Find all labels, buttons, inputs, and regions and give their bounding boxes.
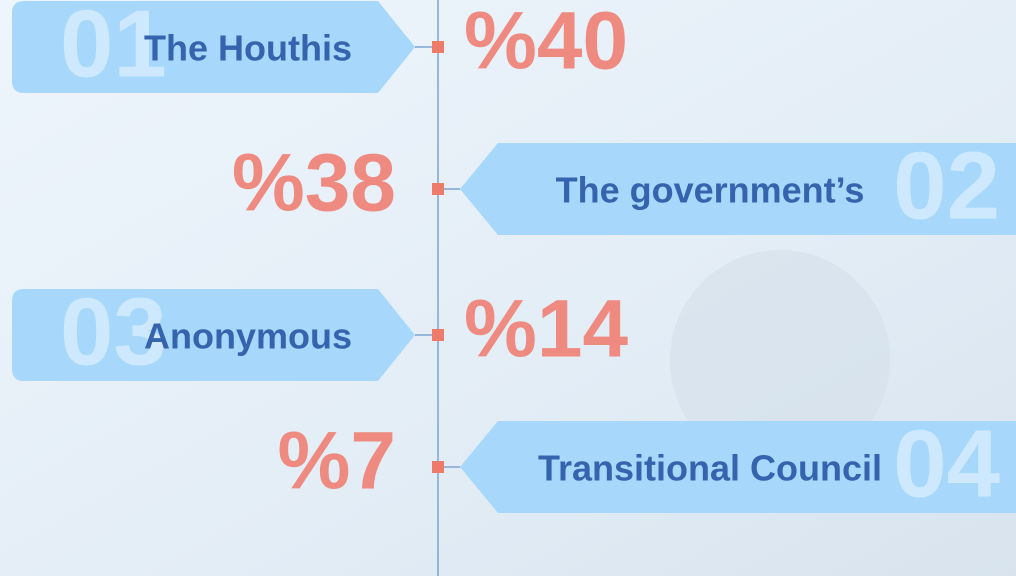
background-figure <box>670 250 890 470</box>
node <box>432 41 444 53</box>
tag-name: Transitional Council <box>538 448 882 489</box>
tag-name: The government’s <box>556 170 865 211</box>
tag <box>460 421 1016 513</box>
tag-name: Anonymous <box>144 316 352 357</box>
tag-index: 02 <box>893 132 1000 239</box>
percent: %14 <box>464 284 629 375</box>
tag <box>12 289 415 381</box>
percent: %40 <box>464 0 628 87</box>
node <box>432 461 444 473</box>
tag <box>460 143 1016 235</box>
tag-index: 01 <box>60 0 167 97</box>
node <box>432 329 444 341</box>
node <box>432 183 444 195</box>
percent: %7 <box>277 416 396 507</box>
percent: %38 <box>232 138 396 229</box>
tag-name: The Houthis <box>144 28 352 69</box>
tag-index: 03 <box>60 278 167 385</box>
tag <box>12 1 415 93</box>
tag-index: 04 <box>893 410 1000 517</box>
